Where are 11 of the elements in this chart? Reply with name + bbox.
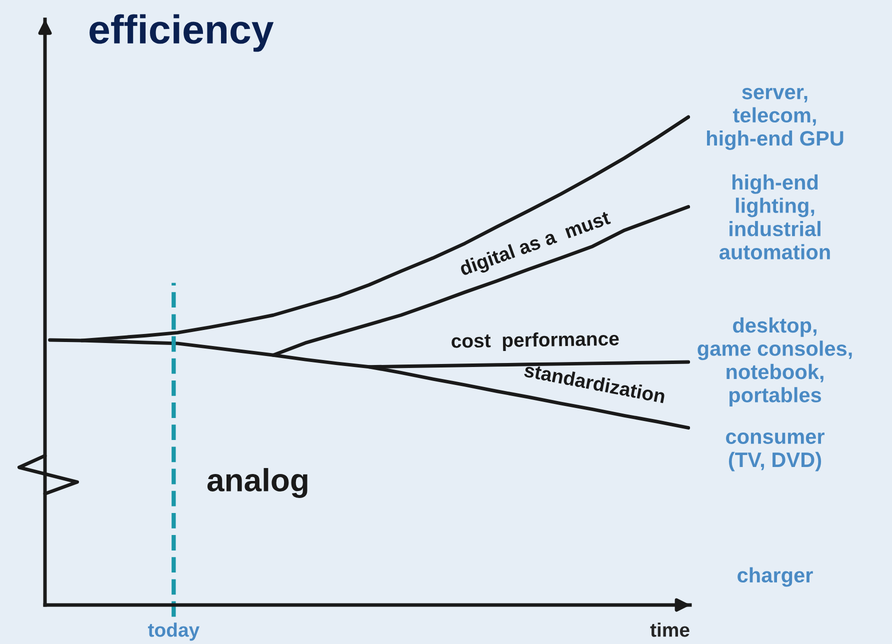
text: today — [148, 622, 200, 641]
annotation: cost performance — [451, 331, 619, 352]
series-label: server, telecom, high-end GPU — [707, 88, 844, 150]
annotation: analog — [207, 468, 308, 498]
text: charger — [738, 567, 813, 587]
chart-title: efficiency — [90, 14, 274, 52]
series-label: consumer (TV, DVD) — [726, 432, 824, 472]
annotation: digital as a must — [458, 210, 612, 280]
x-axis-title: time — [650, 622, 690, 637]
series-label: high-end lighting, industrial automation — [719, 174, 830, 260]
series-label: desktop, game consoles, notebook, portables — [698, 317, 852, 407]
